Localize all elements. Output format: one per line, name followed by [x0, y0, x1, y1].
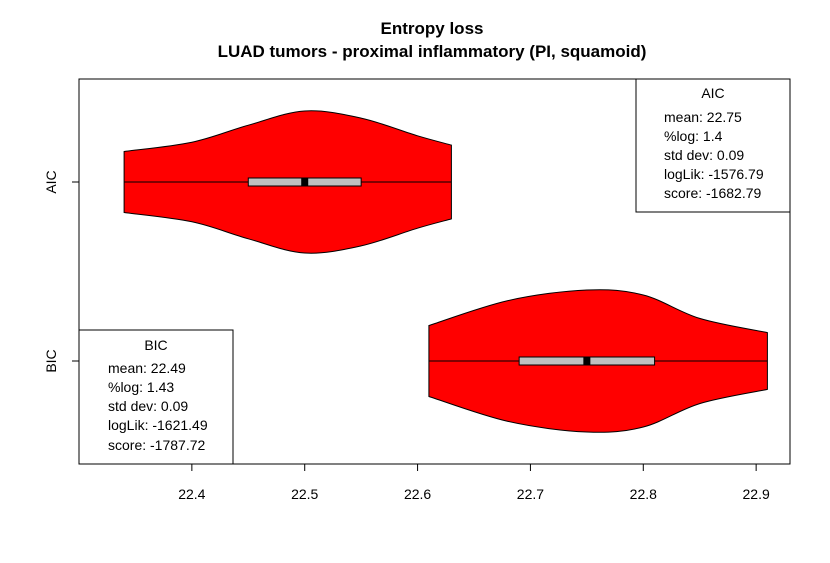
y-tick-label-aic: AIC	[43, 170, 59, 193]
legend-aic-plog: %log: 1.4	[664, 128, 723, 144]
legend-aic: AIC mean: 22.75 %log: 1.4 std dev: 0.09 …	[635, 78, 791, 213]
legend-bic-box	[78, 329, 234, 465]
plot-frame	[78, 78, 791, 465]
legend-aic-box	[635, 78, 791, 213]
legend-aic-sd: std dev: 0.09	[664, 147, 744, 163]
x-tick-label-22.9: 22.9	[743, 486, 770, 502]
legend-bic-plog: %log: 1.43	[108, 379, 174, 395]
chart-subtitle: LUAD tumors - proximal inflammatory (PI,…	[218, 42, 647, 61]
legend-aic-title: AIC	[701, 85, 724, 101]
violin-aic	[123, 110, 452, 254]
legend-bic-mean: mean: 22.49	[108, 360, 186, 376]
x-tick-label-22.4: 22.4	[178, 486, 205, 502]
y-tick-label-bic: BIC	[43, 349, 59, 372]
legend-bic-title: BIC	[144, 337, 167, 353]
x-tick-label-22.6: 22.6	[404, 486, 431, 502]
violin-median-aic	[301, 178, 309, 186]
violin-median-bic	[583, 357, 591, 365]
legend-bic-score: score: -1787.72	[108, 437, 205, 453]
legend-bic: BIC mean: 22.49 %log: 1.43 std dev: 0.09…	[78, 329, 234, 465]
legend-bic-loglik: logLik: -1621.49	[108, 417, 208, 433]
x-tick-label-22.7: 22.7	[517, 486, 544, 502]
x-tick-label-22.8: 22.8	[630, 486, 657, 502]
legend-aic-loglik: logLik: -1576.79	[664, 166, 764, 182]
x-tick-label-22.5: 22.5	[291, 486, 318, 502]
violins	[123, 110, 768, 433]
violin-bic	[428, 289, 768, 433]
axes: 22.4 22.5 22.6 22.7 22.8 22.9 AIC BIC	[43, 170, 770, 502]
legend-aic-mean: mean: 22.75	[664, 109, 742, 125]
legend-bic-sd: std dev: 0.09	[108, 398, 188, 414]
legend-aic-score: score: -1682.79	[664, 185, 761, 201]
chart-title: Entropy loss	[381, 19, 484, 38]
